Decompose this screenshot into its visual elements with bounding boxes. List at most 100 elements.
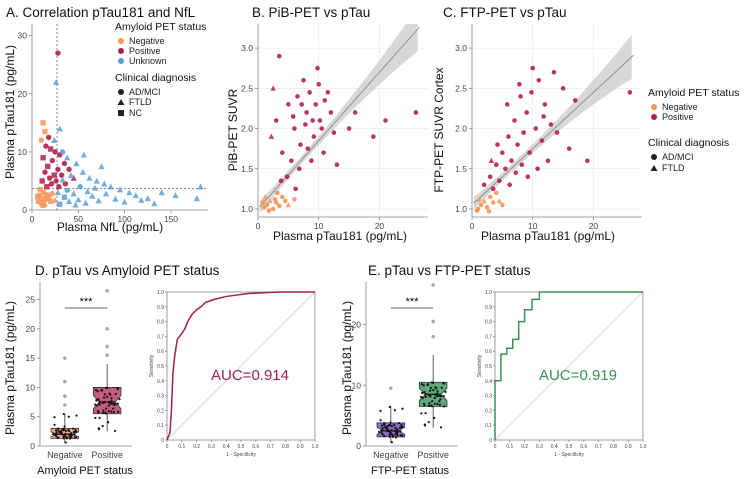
x-tick-label: 0 (256, 221, 261, 231)
chance-diagonal (166, 291, 316, 441)
outlier-point (389, 386, 393, 391)
y-tick-label: 1.0 (241, 204, 253, 214)
data-point (56, 125, 63, 132)
jitter-point (63, 425, 66, 428)
data-point (484, 205, 490, 210)
roc-xlabel: 1 - Specificity (226, 452, 256, 458)
jitter-point (94, 416, 97, 420)
outlier-point (105, 344, 109, 349)
jitter-point (394, 426, 397, 430)
panel-b-axes: 1.0 1.5 2.0 2.5 3.0 0 10 20 (241, 24, 428, 231)
outlier-point (431, 334, 435, 339)
panel-e-xlabel: FTP-PET status (371, 465, 450, 477)
jitter-point (396, 434, 399, 437)
roc-curve (166, 291, 315, 441)
data-point (62, 181, 69, 187)
y-tick-label: 0.7 (485, 334, 492, 340)
jitter-point (390, 441, 393, 444)
jitter-point (422, 402, 426, 405)
jitter-point (423, 390, 426, 394)
jitter-point (114, 392, 117, 396)
jitter-point (62, 435, 65, 438)
data-point (51, 172, 57, 178)
legend-c-negative-label: Negative (662, 102, 698, 112)
data-point (322, 98, 328, 103)
jitter-point (113, 429, 117, 433)
y-tick-label: 1.0 (485, 290, 492, 296)
legend-admci-swatch (118, 89, 124, 95)
roc-curve (494, 291, 643, 440)
data-point (197, 183, 204, 190)
legend-ftld-label: FTLD (129, 97, 152, 107)
data-point (298, 142, 303, 147)
data-point (262, 193, 268, 200)
y-tick-label: 10 (352, 380, 362, 390)
jitter-point (424, 412, 427, 415)
jitter-point (436, 392, 439, 395)
jitter-point (107, 410, 110, 413)
data-point (65, 197, 73, 204)
jitter-point (73, 436, 76, 439)
panel-b: B. PiB-PET vs pTau PiB-PET SUVR Plasma p… (226, 5, 428, 243)
y-tick-label: 0 (489, 438, 492, 444)
data-point (101, 180, 108, 187)
data-point (325, 90, 331, 95)
panel-a-points (34, 50, 204, 209)
data-point (279, 194, 285, 200)
y-tick-label: 0.9 (485, 305, 492, 311)
jitter-point (393, 409, 396, 412)
x-tick-label: 50 (74, 214, 84, 224)
jitter-point (57, 428, 60, 431)
jitter-point (55, 432, 58, 435)
jitter-point (65, 437, 69, 440)
data-point (490, 200, 496, 205)
box (92, 387, 122, 415)
jitter-point (74, 430, 77, 433)
jitter-point (61, 427, 64, 431)
panel-c: C. FTP-PET vs pTau FTP-PET SUVR Cortex P… (432, 5, 739, 243)
jitter-point (420, 383, 423, 386)
data-point (512, 118, 517, 123)
legend-ftld-swatch (117, 99, 125, 105)
outlier-point (63, 356, 67, 360)
data-point (86, 174, 93, 181)
data-point (315, 65, 320, 71)
y-tick-label: 0.6 (485, 349, 492, 355)
data-point (524, 110, 529, 115)
data-point (346, 126, 352, 131)
data-point (311, 134, 317, 139)
legend-negative-label: Negative (129, 36, 165, 46)
data-point (413, 110, 419, 115)
jitter-point (400, 425, 403, 429)
jitter-point (62, 437, 65, 440)
jitter-point (98, 402, 101, 405)
jitter-point (103, 401, 106, 404)
data-point (260, 200, 266, 205)
data-point (495, 142, 500, 147)
data-point (551, 69, 557, 75)
data-point (77, 184, 83, 190)
data-point (292, 197, 297, 202)
x-tick-label: 150 (164, 214, 178, 224)
panel-d-auc: AUC=0.914 (211, 367, 289, 384)
jitter-point (383, 423, 386, 426)
data-point (517, 82, 522, 87)
data-point (303, 122, 308, 127)
y-tick-label: 3.0 (241, 43, 253, 53)
data-point (487, 174, 493, 180)
y-tick-label: 1.0 (455, 204, 467, 214)
data-point (504, 102, 510, 107)
x-tick-label: 0.4 (223, 444, 230, 450)
x-tick-label: 0.7 (267, 444, 274, 450)
data-point (503, 166, 508, 172)
jitter-point (108, 392, 111, 395)
x-tick-label: 0 (30, 214, 35, 224)
legend-positive-swatch (118, 48, 124, 54)
data-point (566, 146, 572, 151)
jitter-point (64, 429, 68, 433)
x-tick-label: 0.1 (506, 444, 513, 450)
jitter-point (420, 412, 423, 415)
data-point (49, 157, 56, 164)
data-point (272, 197, 278, 202)
y-tick-label: 0.1 (485, 423, 492, 429)
